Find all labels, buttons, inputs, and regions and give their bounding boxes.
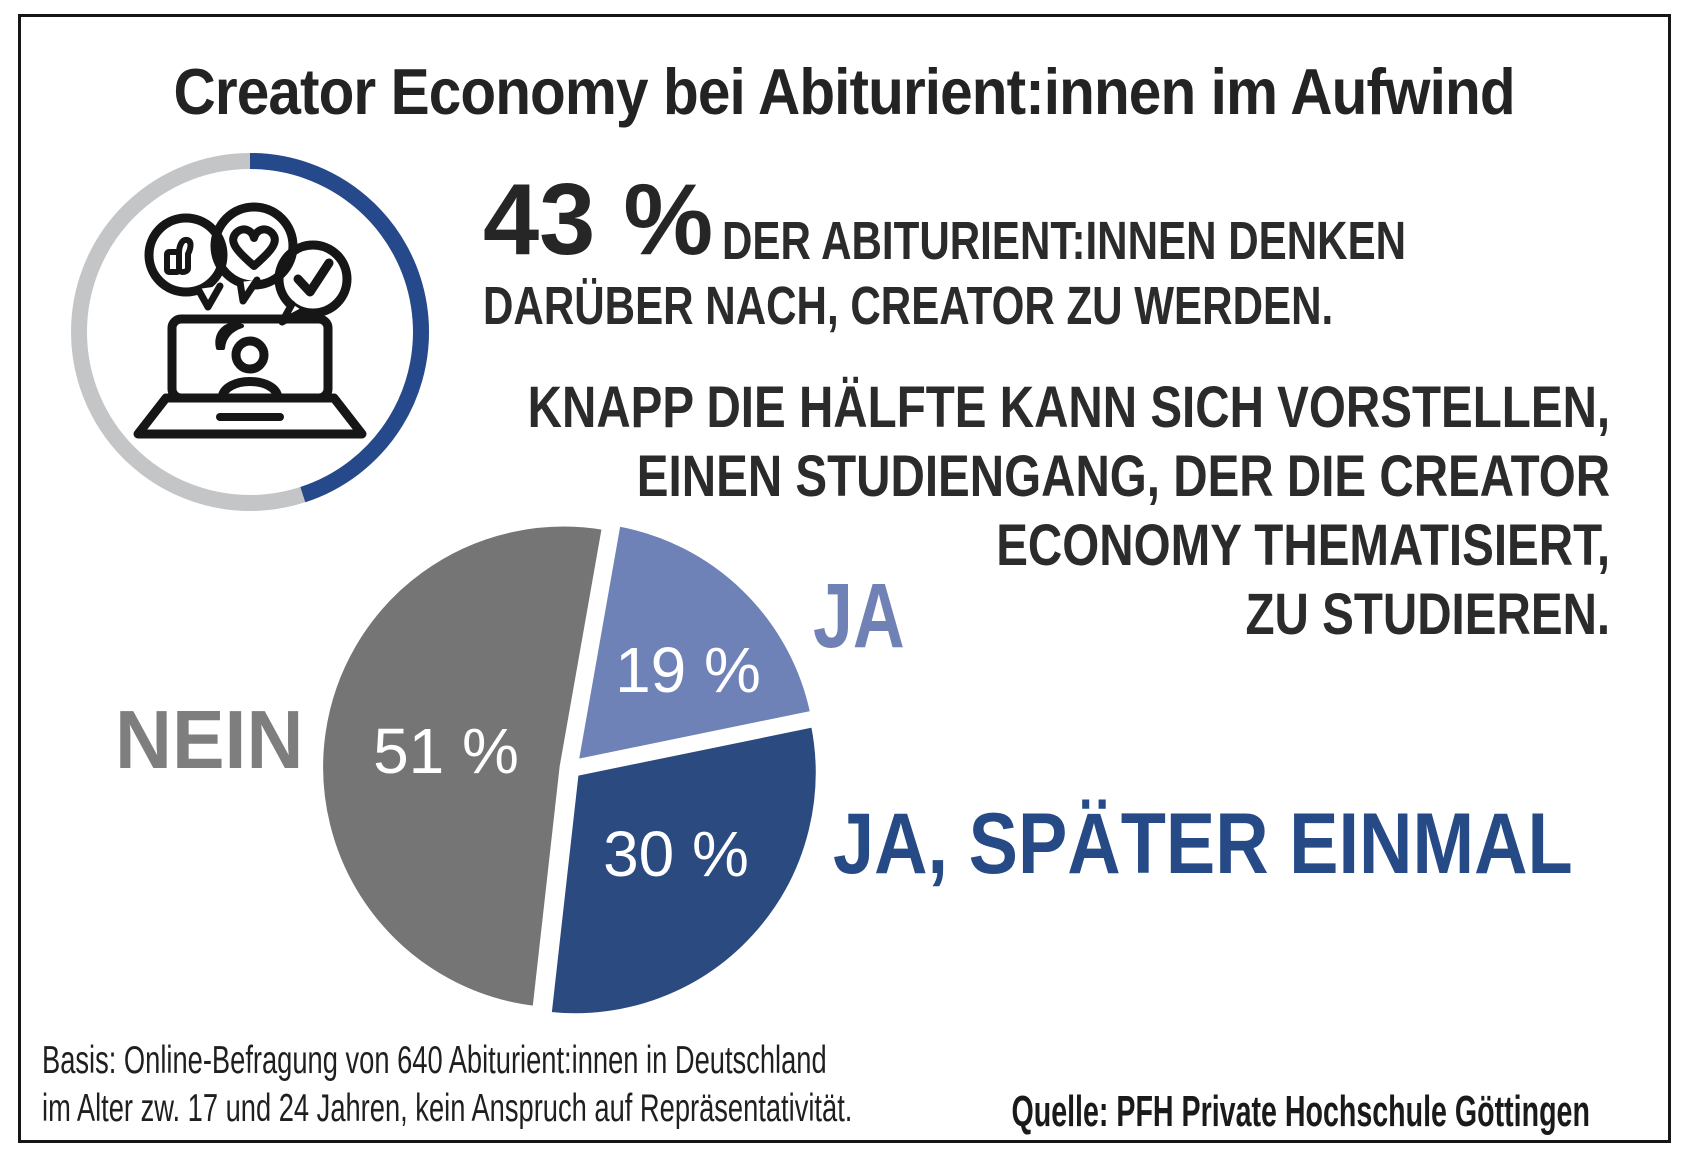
pie-value-nein: 51 % (373, 715, 519, 787)
person-head-icon (231, 336, 269, 374)
basis-note: Basis: Online-Befragung von 640 Abiturie… (42, 1037, 852, 1133)
bubble-check-icon (274, 240, 352, 318)
outer-frame (18, 14, 1671, 1143)
ring-blue-arc (249, 153, 429, 503)
progress-ring (71, 153, 429, 511)
stat-43-percent: 43 % (483, 164, 714, 276)
pie-label-nein: NEIN (115, 693, 304, 786)
bubble-heart-tail (236, 276, 261, 305)
person-hair-icon (215, 322, 244, 350)
basis-line-2: im Alter zw. 17 und 24 Jahren, kein Ansp… (42, 1087, 853, 1130)
stat-text-line2: DARÜBER NACH, CREATOR ZU WERDEN. (483, 276, 1334, 336)
pie-value-ja-spaeter: 30 % (603, 818, 749, 890)
statement-line-2: EINEN STUDIENGANG, DER DIE CREATOR (636, 444, 1610, 509)
pie-slice-nein (316, 519, 609, 1013)
laptop-social-media-creator-icon (133, 202, 367, 439)
heart-icon (229, 225, 279, 270)
bubble-like-icon (144, 213, 228, 297)
person-shoulders-icon (217, 377, 283, 403)
statement-line-1: KNAPP DIE HÄLFTE KANN SICH VORSTELLEN, (527, 375, 1610, 440)
page-title-text: Creator Economy bei Abiturient:innen im … (173, 55, 1516, 128)
pie-label-ja-spaeter: JA, SPÄTER EINMAL (833, 796, 1573, 892)
stat-text-line1: DER ABITURIENT:INNEN DENKEN (722, 211, 1407, 271)
basis-line-1: Basis: Online-Befragung von 640 Abiturie… (42, 1039, 827, 1082)
page-title: Creator Economy bei Abiturient:innen im … (0, 54, 1689, 129)
creator-badge (71, 153, 429, 511)
source-note: Quelle: PFH Private Hochschule Göttingen (1011, 1087, 1590, 1136)
pie-chart: 19 % 30 % 51 % (316, 519, 823, 1021)
pie-slice-ja (571, 519, 818, 767)
laptop-screen-icon (167, 314, 333, 403)
statement-line-4: ZU STUDIEREN. (1245, 582, 1610, 647)
pie-label-ja: JA (813, 565, 905, 667)
thumb-palm-icon (164, 249, 182, 275)
statement-block: KNAPP DIE HÄLFTE KANN SICH VORSTELLEN, E… (527, 373, 1610, 649)
check-icon (293, 258, 334, 297)
thumb-up-icon (176, 236, 194, 275)
statement-line-3: ECONOMY THEMATISIERT, (996, 513, 1610, 578)
pie-slice-ja-spaeter (544, 720, 823, 1021)
bubble-like-tail (194, 282, 224, 311)
pie-value-ja: 19 % (615, 634, 761, 706)
laptop-base-icon (133, 393, 367, 439)
